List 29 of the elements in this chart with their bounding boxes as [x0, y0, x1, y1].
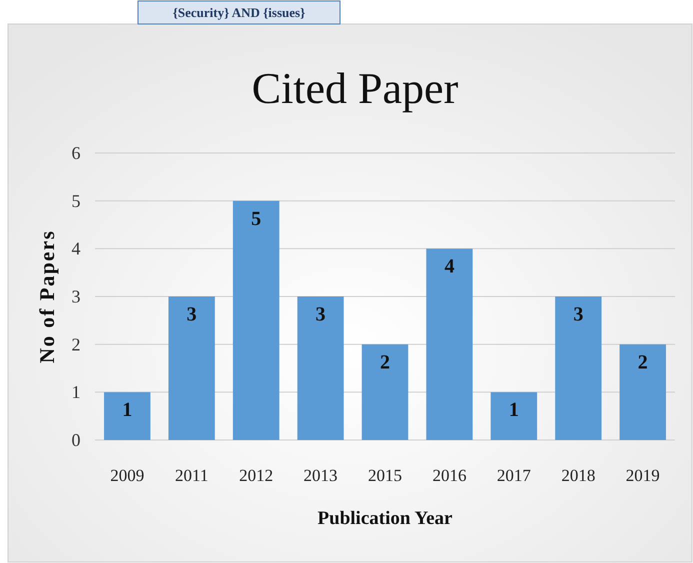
data-label: 2 [380, 351, 390, 374]
y-axis-title: No of Papers [35, 230, 59, 364]
data-label: 3 [316, 304, 326, 326]
x-tick-label: 2018 [561, 466, 596, 485]
x-axis-title: Publication Year [318, 508, 454, 529]
data-label: 3 [186, 304, 197, 326]
x-tick-label: 2009 [110, 466, 144, 485]
y-tick-label: 3 [72, 286, 80, 306]
y-tick-label: 4 [72, 238, 80, 259]
data-label: 4 [444, 256, 454, 278]
y-tick-label: 5 [72, 190, 80, 211]
x-tick-label: 2012 [239, 466, 274, 485]
data-label: 2 [638, 351, 648, 374]
chart-title: Cited Paper [252, 64, 459, 113]
data-label: 5 [251, 208, 262, 230]
data-label: 3 [573, 304, 584, 326]
x-tick-label: 2019 [626, 466, 660, 485]
chart-subtitle: {Security} AND {issues} [172, 5, 306, 20]
x-tick-label: 2015 [368, 466, 402, 485]
data-label: 1 [122, 399, 132, 422]
x-tick-label: 2016 [432, 466, 466, 485]
y-tick-label: 1 [72, 382, 80, 402]
data-label: 1 [508, 399, 519, 422]
x-tick-label: 2013 [304, 466, 338, 485]
x-tick-label: 2017 [496, 466, 532, 485]
y-tick-label: 6 [72, 143, 80, 163]
y-tick-label: 2 [72, 334, 80, 354]
x-tick-label: 2011 [174, 466, 208, 485]
y-tick-label: 0 [72, 430, 80, 450]
